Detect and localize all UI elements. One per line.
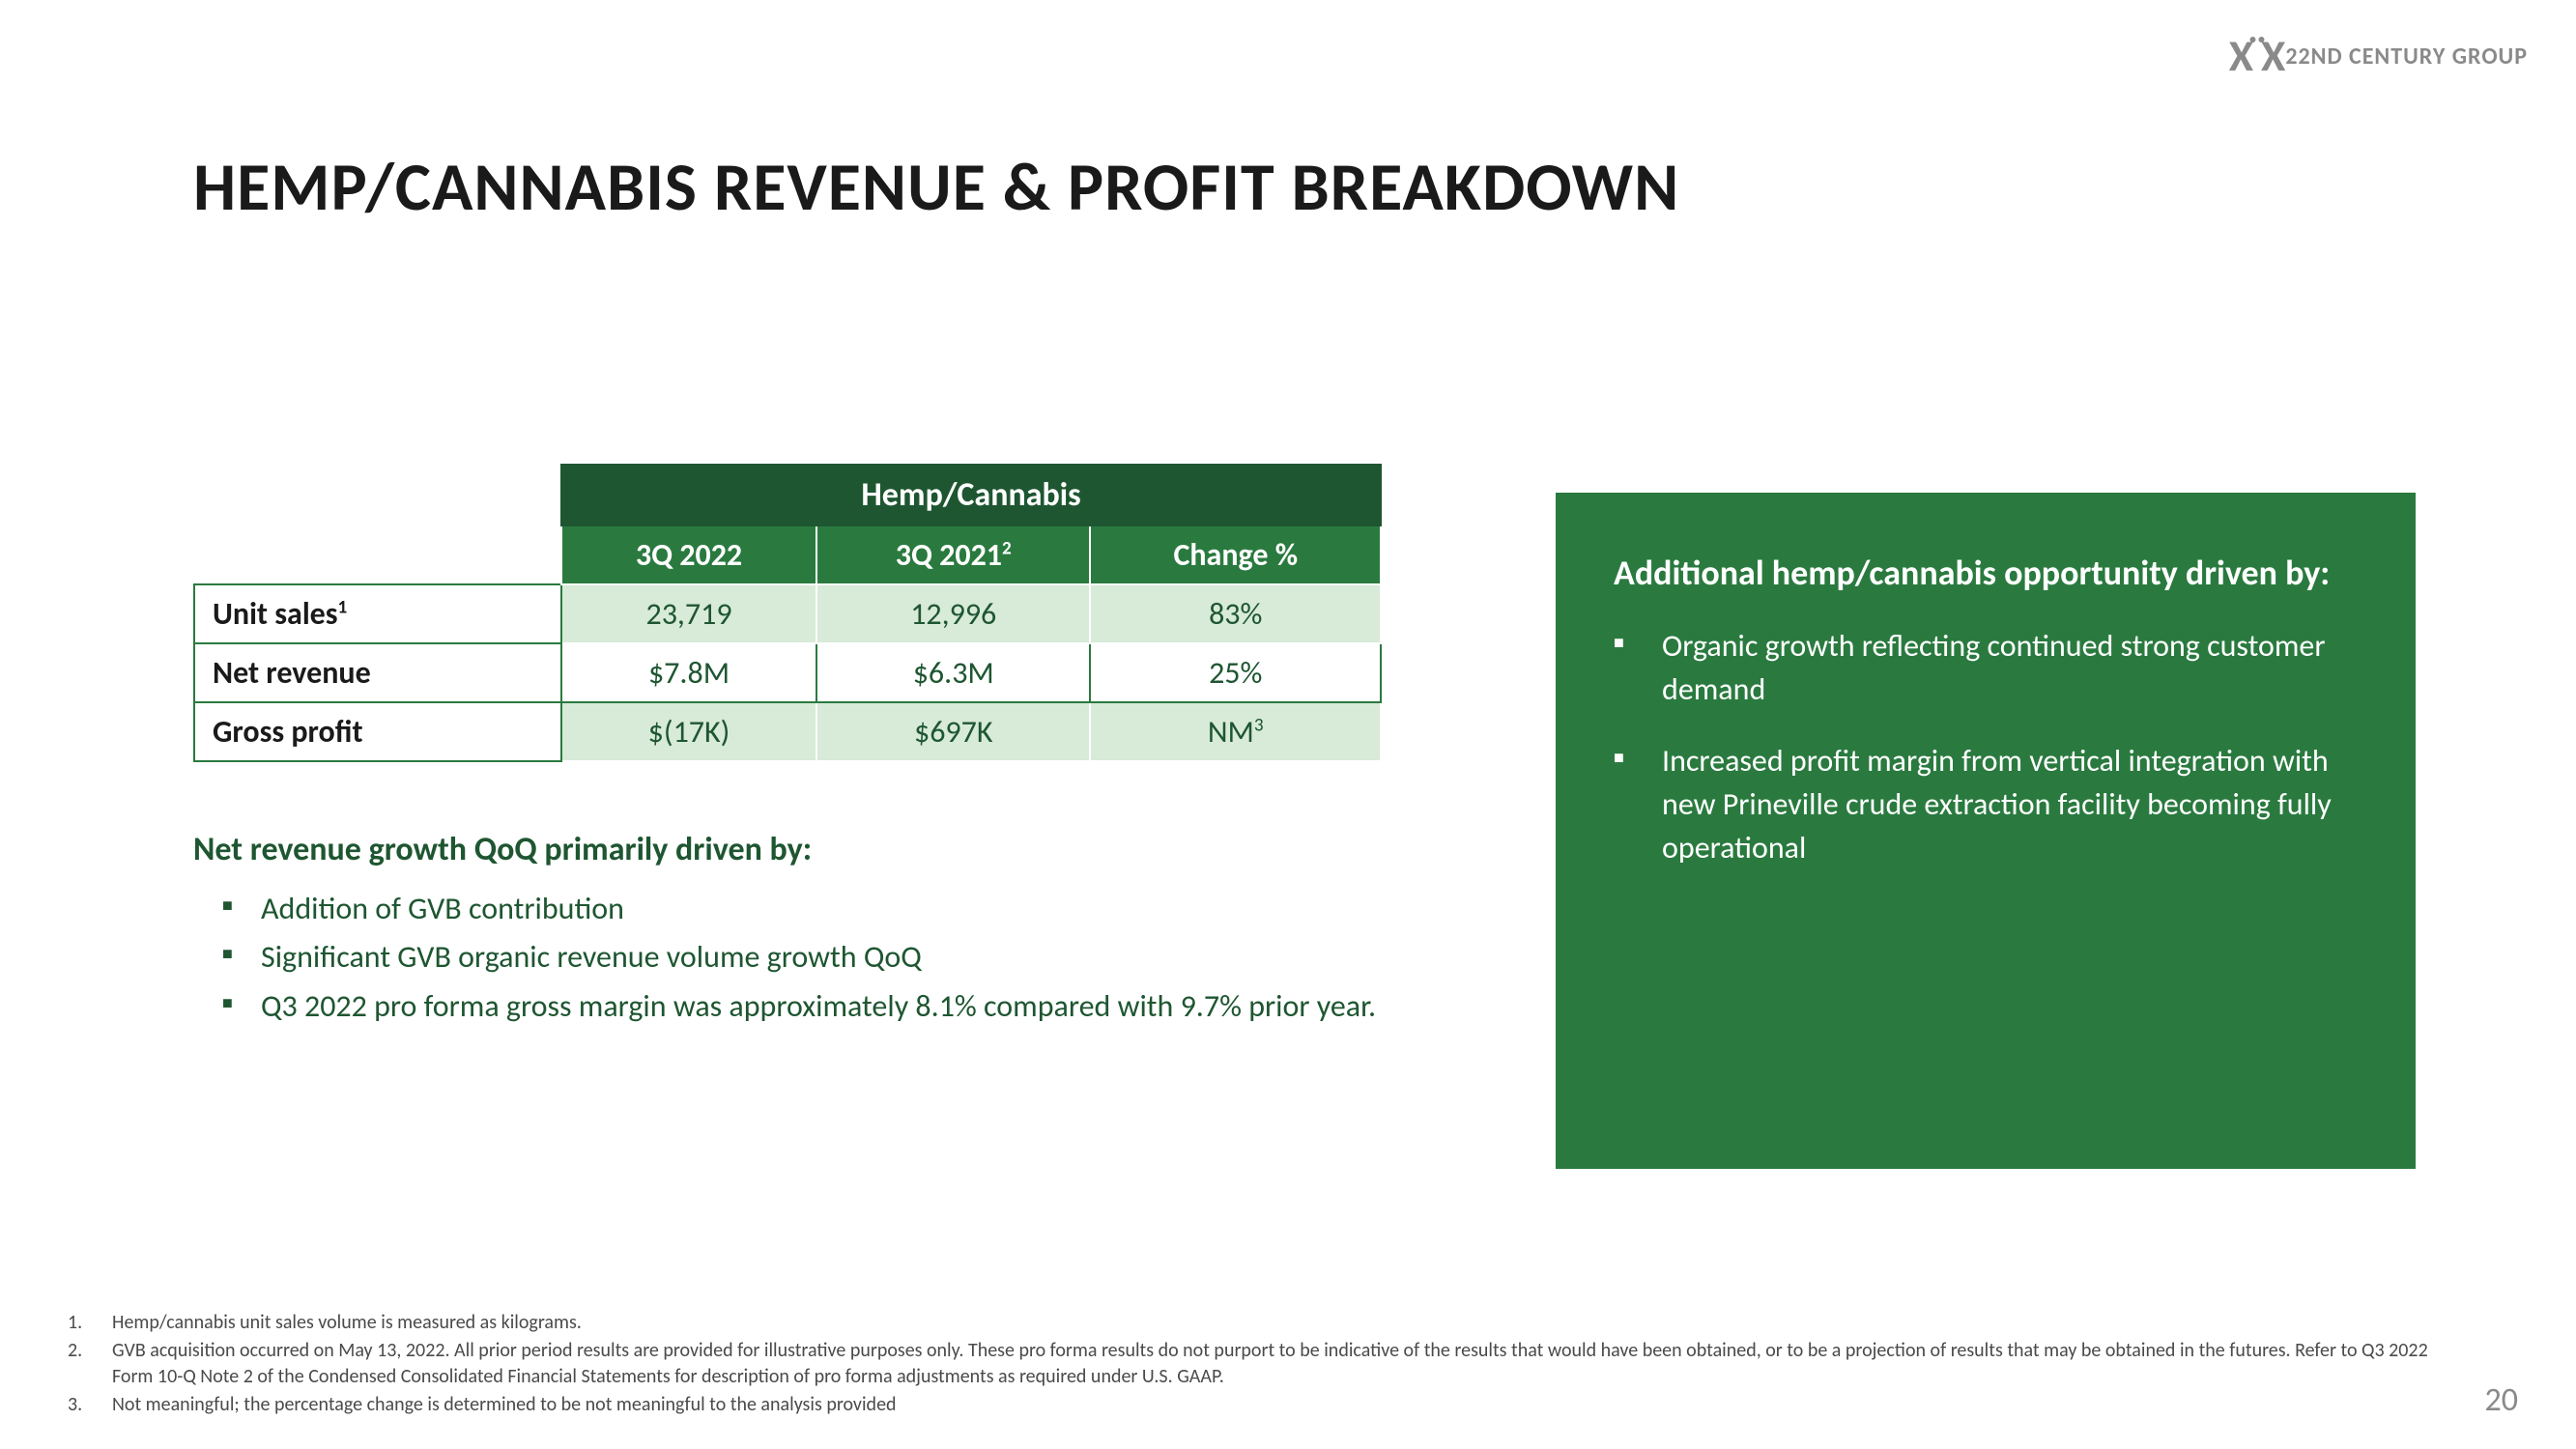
callout-list: Organic growth reflecting continued stro… xyxy=(1614,625,2367,870)
page-number: 20 xyxy=(2485,1380,2518,1420)
table-top-header: Hemp/Cannabis xyxy=(561,465,1381,526)
footnote: 1. Hemp/cannabis unit sales volume is me… xyxy=(68,1310,2450,1336)
footnotes: 1. Hemp/cannabis unit sales volume is me… xyxy=(68,1310,2450,1420)
list-item: Significant GVB organic revenue volume g… xyxy=(222,935,1382,980)
drivers-heading: Net revenue growth QoQ primarily driven … xyxy=(193,830,1382,869)
opportunity-callout: Additional hemp/cannabis opportunity dri… xyxy=(1556,493,2416,1169)
company-logo: X••X 22ND CENTURY GROUP xyxy=(2229,29,2528,83)
callout-heading: Additional hemp/cannabis opportunity dri… xyxy=(1614,551,2367,596)
table-row: Net revenue $7.8M $6.3M 25% xyxy=(194,643,1381,702)
revenue-table: Hemp/Cannabis 3Q 2022 3Q 20212 Change % … xyxy=(193,464,1382,762)
list-item: Increased profit margin from vertical in… xyxy=(1614,740,2367,869)
drivers-list: Addition of GVB contribution Significant… xyxy=(193,887,1382,1029)
col-header-change: Change % xyxy=(1090,526,1381,584)
footnote: 2. GVB acquisition occurred on May 13, 2… xyxy=(68,1338,2450,1390)
list-item: Q3 2022 pro forma gross margin was appro… xyxy=(222,984,1382,1029)
table-row: Gross profit $(17K) $697K NM3 xyxy=(194,702,1381,761)
table-row: Unit sales1 23,719 12,996 83% xyxy=(194,584,1381,643)
company-name: 22ND CENTURY GROUP xyxy=(2285,43,2528,71)
col-header-q322: 3Q 2022 xyxy=(561,526,816,584)
footnote: 3. Not meaningful; the percentage change… xyxy=(68,1392,2450,1418)
col-header-q321: 3Q 20212 xyxy=(816,526,1090,584)
logo-mark-icon: X••X xyxy=(2229,29,2276,83)
left-content: Hemp/Cannabis 3Q 2022 3Q 20212 Change % … xyxy=(193,464,1382,1033)
list-item: Organic growth reflecting continued stro… xyxy=(1614,625,2367,712)
list-item: Addition of GVB contribution xyxy=(222,887,1382,931)
page-title: HEMP/CANNABIS REVENUE & PROFIT BREAKDOWN xyxy=(193,145,1679,228)
